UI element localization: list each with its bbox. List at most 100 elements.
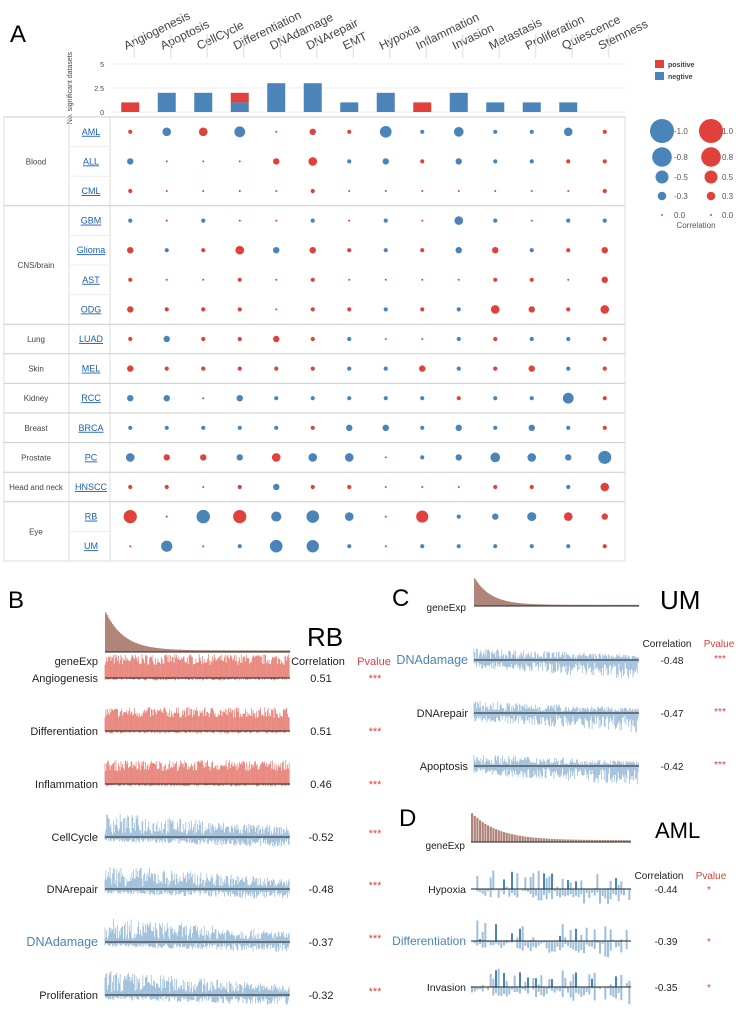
bar-tick-label: 5 [100,62,104,69]
bubble [383,366,388,371]
gene-exp-bar [204,650,206,652]
bubble [237,544,242,549]
bubble [127,306,134,313]
bubble [164,366,169,371]
cancer-row-link[interactable]: LUAD [79,334,104,344]
correlation-bar [503,941,505,946]
gene-exp-bar [507,601,509,606]
gene-exp-bar [227,650,230,652]
gene-exp-bar [473,815,476,842]
cancer-row-link[interactable]: Glioma [77,245,106,255]
gene-exp-bar [243,650,246,652]
gene-exp-bar [564,604,567,606]
gene-exp-bar [557,604,560,606]
correlation-bar [580,889,583,895]
correlation-bar [511,987,513,990]
bubble [384,545,387,548]
gene-exp-bar [127,639,130,652]
gene-exp-bar [115,628,118,652]
bubble [490,305,500,314]
correlation-bar [559,941,561,951]
bubble [201,366,206,371]
bubble [274,425,279,430]
bubble [306,540,319,553]
cancer-row-link[interactable]: MEL [82,364,101,374]
correlation-track [104,971,290,1005]
gene-exp-bar [197,650,200,652]
correlation-value: 0.51 [310,673,331,685]
gene-exp-bar [216,650,218,652]
correlation-bar [556,987,559,991]
cancer-row-link[interactable]: ALL [83,156,99,166]
correlation-bar [495,924,497,941]
gene-exp-bar [172,649,175,652]
correlation-bar [540,987,543,996]
gene-exp-bar [267,650,270,652]
cancer-row-link[interactable]: BRCA [78,423,103,433]
bubble [269,539,283,553]
cancer-row-link[interactable]: RCC [81,393,101,403]
correlation-bar [535,987,537,998]
gene-exp-bar [612,840,615,842]
bar-negative [449,92,468,112]
correlation-bar [569,889,572,894]
gene-exp-bar [616,604,619,606]
pvalue-stars: * [707,885,711,896]
gene-exp-bar [159,648,161,652]
correlation-bar [604,987,607,1000]
correlation-bar [601,941,604,944]
correlation-bar [561,924,564,941]
cancer-row-link[interactable]: AML [82,127,101,137]
correlation-bar [537,984,540,987]
cancer-row-link[interactable]: UM [84,541,98,551]
bubble [527,512,537,522]
correlation-bar [521,889,524,891]
gene-exp-bar [495,829,498,842]
bubble [202,397,205,400]
bubble [600,305,610,314]
gene-exp-bar [108,619,111,652]
correlation-bar [529,889,532,895]
bubble [565,454,572,461]
bubble [566,366,571,371]
cancer-row-link[interactable]: RB [85,512,98,522]
gene-exp-bar [500,831,503,842]
cancer-row-link[interactable]: PC [85,452,98,462]
pvalue-header: Pvalue [696,871,727,882]
gene-exp-bar [601,604,603,606]
cancer-row-link[interactable]: GBM [81,216,102,226]
gene-exp-bar [602,604,604,606]
bubble [238,160,241,163]
gene-exp-bar [548,838,551,842]
bubble [165,190,168,192]
bubble [601,276,608,283]
cancer-row-link[interactable]: ODG [81,304,102,314]
correlation-bar [519,941,521,949]
gene-exp-bar [537,604,540,606]
bar-positive [230,92,249,103]
gene-exp-bar [547,604,549,606]
correlation-bar [567,889,569,896]
gene-exp-bar [551,838,554,842]
correlation-bar [476,889,479,892]
gene-exp-bar [283,650,286,652]
bubble [310,484,315,490]
group-label: Breast [24,424,48,433]
correlation-bar [604,941,607,957]
cancer-row-link[interactable]: HNSCC [75,482,108,492]
cancer-row-link[interactable]: AST [82,275,100,285]
bubble [566,484,571,490]
legend-label-negative: negtive [668,74,693,81]
row-label: DNArepair [47,884,99,896]
bubble [416,510,429,523]
gene-exp-bar [484,823,487,842]
bubble [602,544,607,549]
bubble [384,278,387,281]
gene-exp-bar [560,604,562,606]
bubble [128,336,133,342]
bar-negative [157,92,176,112]
gene-exp-bar [633,604,635,606]
cancer-row-link[interactable]: CML [81,186,100,196]
correlation-bar [607,987,609,989]
bubble [238,219,241,222]
